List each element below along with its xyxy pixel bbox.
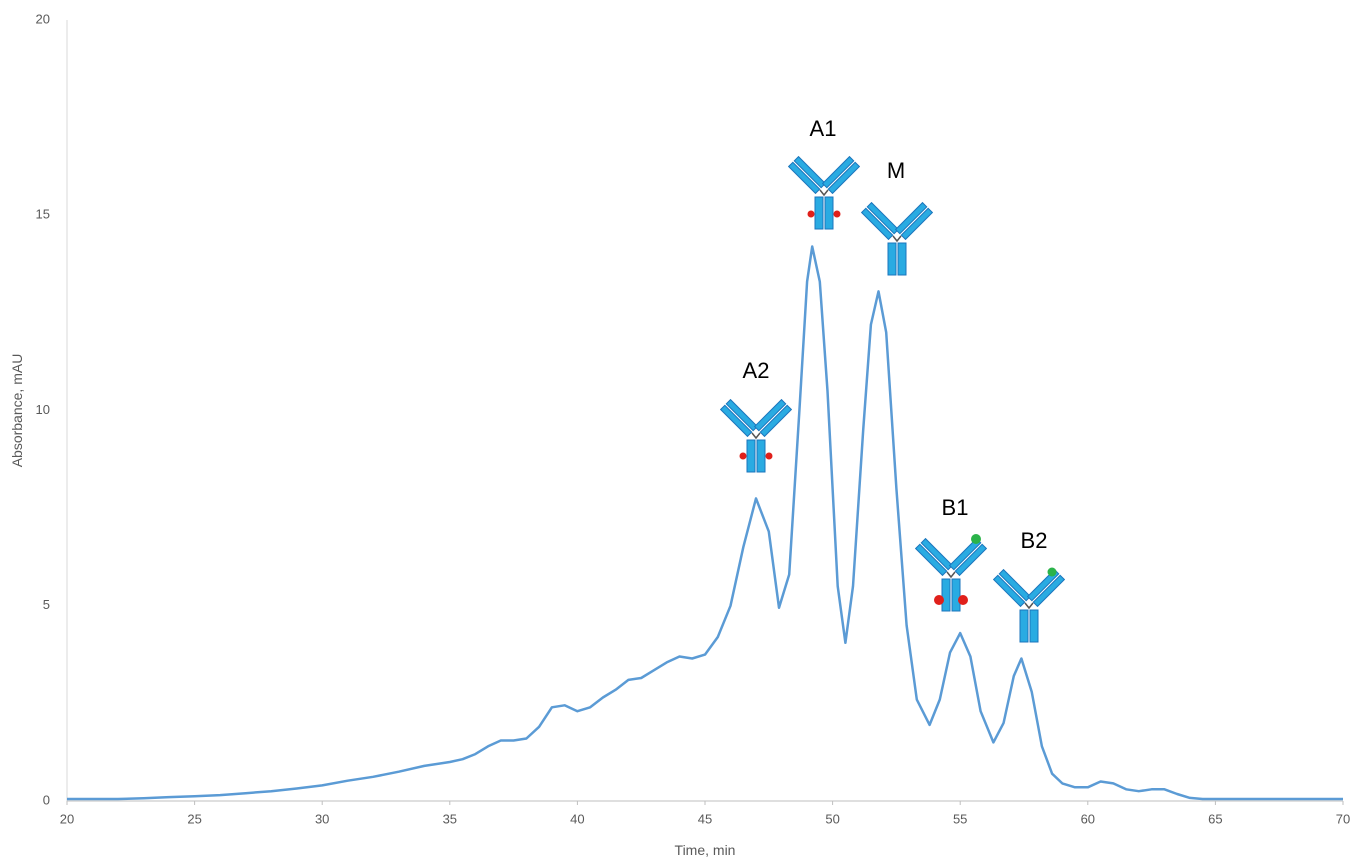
x-tick-label: 55	[953, 811, 967, 826]
x-tick-label: 50	[825, 811, 839, 826]
x-tick-label: 40	[570, 811, 584, 826]
x-tick-label: 60	[1081, 811, 1095, 826]
x-tick-label: 35	[443, 811, 457, 826]
x-tick-label: 70	[1336, 811, 1350, 826]
antibody-icon	[916, 534, 987, 611]
x-tick-label: 30	[315, 811, 329, 826]
peak-label: A1	[810, 116, 837, 141]
peak-label: B1	[942, 495, 969, 520]
x-axis-title: Time, min	[675, 842, 736, 858]
x-tick-label: 45	[698, 811, 712, 826]
peak-label: M	[887, 158, 905, 183]
y-tick-label: 5	[43, 597, 50, 612]
peak-label: A2	[743, 358, 770, 383]
peak-label: B2	[1021, 528, 1048, 553]
y-tick-label: 0	[43, 792, 50, 807]
y-tick-label: 20	[36, 11, 50, 26]
antibody-icon	[994, 567, 1065, 643]
x-tick-label: 65	[1208, 811, 1222, 826]
antibody-icon	[789, 157, 860, 229]
data-line	[67, 245, 1343, 801]
y-tick-label: 15	[36, 207, 50, 222]
antibody-icon	[721, 400, 792, 472]
x-tick-label: 25	[187, 811, 201, 826]
antibody-icon	[862, 203, 933, 275]
antibody-icons	[721, 157, 1065, 642]
y-axis-title: Absorbance, mAU	[9, 354, 25, 468]
x-tick-label: 20	[60, 811, 74, 826]
y-tick-label: 10	[36, 402, 50, 417]
